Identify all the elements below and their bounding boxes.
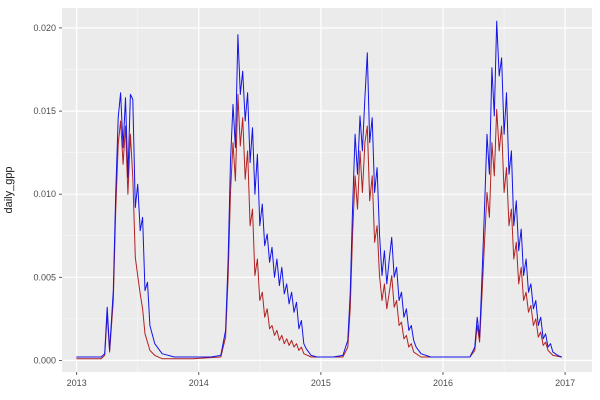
plot-panel <box>62 8 592 372</box>
x-tick-label: 2016 <box>433 378 453 388</box>
x-tick-label: 2013 <box>67 378 87 388</box>
y-tick-label: 0.000 <box>33 355 56 365</box>
y-tick-label: 0.015 <box>33 106 56 116</box>
y-tick-label: 0.005 <box>33 272 56 282</box>
x-tick-label: 2017 <box>555 378 575 388</box>
series-line-blue_series <box>76 20 562 358</box>
x-tick-label: 2015 <box>311 378 331 388</box>
series-line-red_series <box>76 93 562 360</box>
y-tick-label: 0.010 <box>33 189 56 199</box>
y-tick-label: 0.020 <box>33 23 56 33</box>
x-tick-label: 2014 <box>189 378 209 388</box>
y-axis-title: daily_gpp <box>3 166 15 213</box>
axes: 2013 2014 2015 2016 2017 0.000 0.005 0.010 0.015… <box>33 23 575 388</box>
